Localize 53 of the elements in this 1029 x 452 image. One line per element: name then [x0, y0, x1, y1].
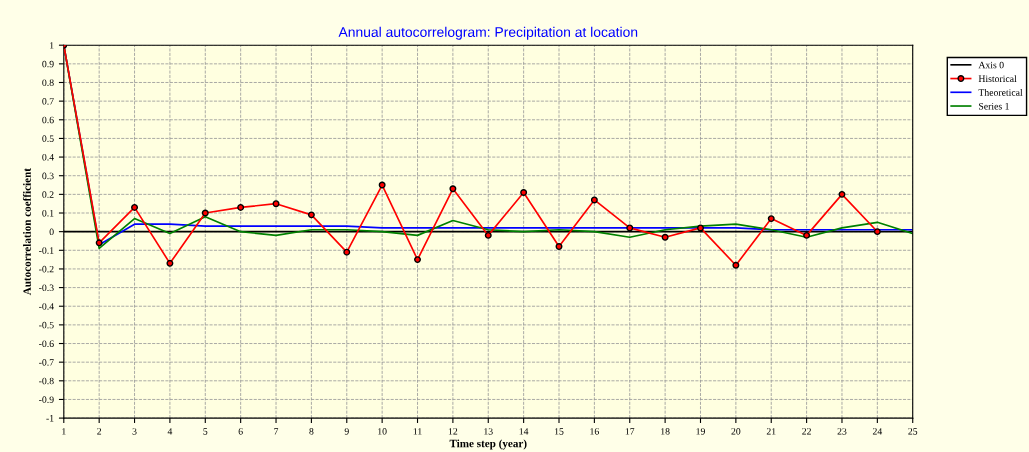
y-tick-label: -0.5 — [39, 321, 54, 329]
x-tick-label: 8 — [309, 428, 314, 435]
x-tick-label: 17 — [625, 428, 635, 435]
x-tick-label: 18 — [661, 428, 670, 435]
x-tick-label: 24 — [872, 428, 883, 435]
x-tick-label: 3 — [132, 428, 137, 435]
x-tick-label: 15 — [555, 428, 564, 435]
x-tick-label: 9 — [344, 428, 349, 435]
y-tick-label: 0.4 — [42, 153, 54, 161]
y-tick-label: -0.3 — [39, 284, 54, 292]
x-tick-label: 11 — [413, 428, 422, 435]
legend-label: Series 1 — [979, 102, 1009, 110]
x-tick-label: 20 — [731, 428, 741, 435]
y-tick-label: 0.9 — [42, 60, 54, 68]
y-tick-label: -0.6 — [39, 340, 54, 348]
x-tick-label: 5 — [203, 428, 208, 435]
x-tick-label: 10 — [378, 428, 387, 435]
y-tick-label: 0.1 — [42, 209, 54, 217]
x-tick-label: 6 — [238, 428, 243, 435]
x-tick-label: 12 — [448, 428, 458, 435]
chart-title: Annual autocorrelogram: Precipitation at location — [338, 26, 638, 40]
x-axis-title: Time step (year) — [449, 439, 527, 450]
y-tick-label: -0.1 — [39, 247, 54, 254]
x-tick-label: 23 — [837, 428, 847, 435]
y-tick-label: -0.4 — [39, 303, 54, 310]
x-tick-label: 7 — [274, 428, 279, 435]
y-tick-label: -1 — [46, 415, 54, 422]
x-tick-label: 2 — [97, 428, 102, 435]
y-tick-label: 0.2 — [42, 191, 54, 198]
y-tick-label: 0 — [49, 228, 54, 236]
x-tick-label: 13 — [484, 428, 493, 435]
x-tick-label: 1 — [62, 428, 66, 435]
x-tick-label: 4 — [167, 428, 173, 435]
x-tick-label: 22 — [802, 428, 811, 435]
x-tick-label: 14 — [519, 428, 529, 435]
y-tick-label: 0.7 — [42, 98, 54, 105]
y-tick-label: 1 — [50, 42, 54, 49]
x-tick-label: 21 — [766, 428, 776, 435]
y-tick-label: 0.8 — [42, 79, 54, 86]
y-tick-label: -0.9 — [39, 396, 54, 403]
y-tick-label: 0.6 — [42, 116, 54, 124]
legend-label: Historical — [978, 75, 1017, 83]
x-tick-label: 25 — [908, 428, 918, 435]
y-tick-label: -0.7 — [39, 359, 54, 366]
y-tick-label: 0.3 — [42, 172, 54, 180]
y-tick-label: 0.5 — [42, 135, 54, 142]
y-tick-label: -0.8 — [39, 377, 54, 385]
legend-label: Axis 0 — [978, 61, 1004, 69]
x-tick-label: 19 — [696, 428, 705, 435]
y-tick-label: -0.2 — [39, 265, 54, 273]
x-tick-label: 16 — [590, 428, 599, 435]
y-axis-title: Autocorrelation coefficient — [22, 168, 31, 296]
legend-label: Theoretical — [978, 88, 1023, 96]
